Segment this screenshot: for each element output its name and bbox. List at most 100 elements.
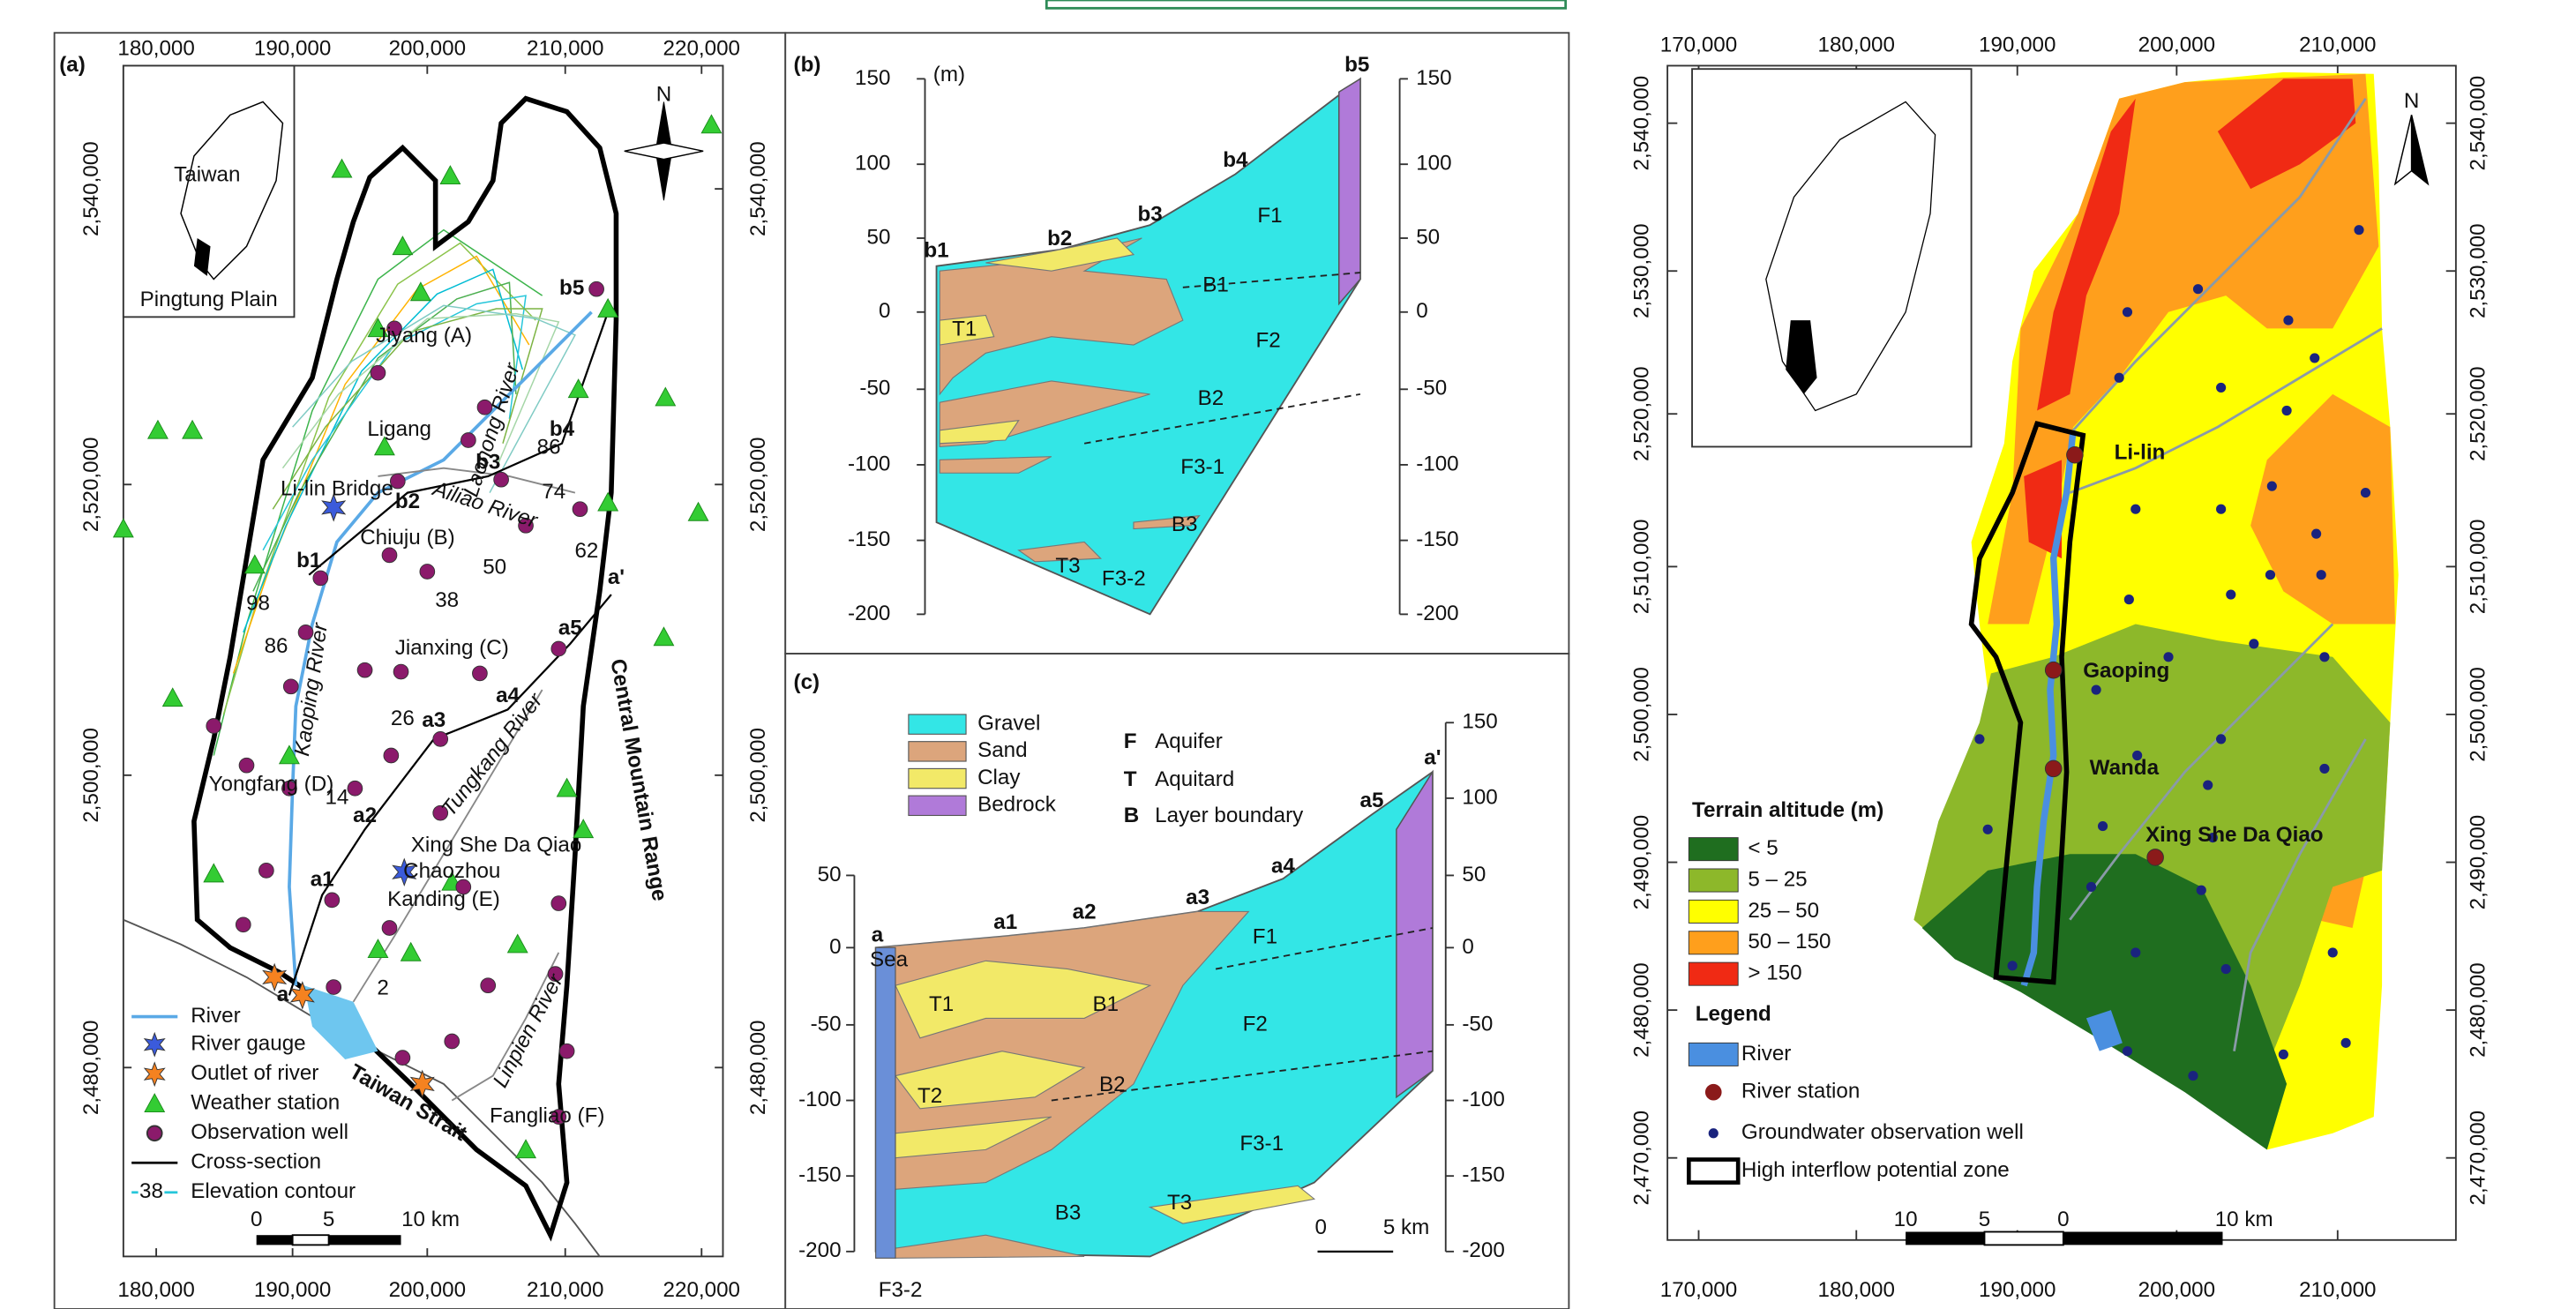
- legend-label: River gauge: [191, 1032, 305, 1056]
- panel-label: (b): [794, 53, 821, 77]
- x-tick-label: 190,000: [1979, 34, 2056, 57]
- figure: (a)180,000180,000190,000190,000200,00020…: [0, 0, 2576, 1309]
- x-tick-label: 210,000: [2299, 34, 2376, 57]
- groundwater-well: [2249, 639, 2258, 648]
- unit-label: T2: [917, 1084, 942, 1108]
- unit-label: B2: [1099, 1073, 1126, 1096]
- inset-label: Pingtung Plain: [140, 288, 278, 311]
- legend-label: Cross-section: [191, 1150, 321, 1174]
- y-tick-label: 50: [818, 863, 842, 886]
- section-point: a1: [993, 910, 1017, 934]
- y-tick-label: -50: [859, 377, 890, 400]
- x-tick-label: 200,000: [2138, 34, 2215, 57]
- section-point: a5: [558, 617, 582, 640]
- y-tick-label: 2,520,000: [2466, 366, 2490, 461]
- y-tick-label: 100: [1416, 152, 1451, 176]
- groundwater-well: [2123, 307, 2132, 317]
- y-tick-label: 150: [1416, 66, 1451, 90]
- observation-well: [420, 565, 435, 580]
- section-point: a': [1424, 746, 1441, 770]
- river-station: [2067, 446, 2084, 463]
- legend-well: [147, 1126, 162, 1141]
- y-tick-label: -50: [1462, 1012, 1493, 1036]
- legend-label: High interflow potential zone: [1741, 1158, 2010, 1182]
- place-label: Li-lin Bridge: [281, 476, 393, 500]
- observation-well: [283, 679, 298, 694]
- legend-label: River: [191, 1004, 240, 1028]
- unit-label: B3: [1055, 1201, 1082, 1224]
- section-point: b5: [559, 276, 584, 300]
- groundwater-well: [2008, 961, 2018, 970]
- legend-label: < 5: [1748, 836, 1778, 860]
- y-tick-label: 2,520,000: [1630, 366, 1654, 461]
- x-tick-label: 210,000: [2299, 1278, 2376, 1302]
- groundwater-well: [2086, 882, 2096, 892]
- unit-label: F1: [1257, 204, 1282, 228]
- section-point: b2: [1047, 227, 1072, 251]
- place-label: Yongfang (D): [209, 772, 334, 796]
- groundwater-well: [2341, 1038, 2351, 1048]
- y-tick-label: 2,490,000: [1630, 815, 1654, 910]
- x-tick-label: 180,000: [1818, 1278, 1895, 1302]
- y-tick-label: -150: [798, 1163, 841, 1187]
- legend-station: [1705, 1084, 1722, 1101]
- groundwater-well: [2216, 505, 2226, 514]
- unit-label: B1: [1093, 992, 1120, 1016]
- y-tick-label: -50: [1416, 377, 1447, 400]
- groundwater-well: [2098, 821, 2108, 831]
- groundwater-well: [2361, 488, 2370, 497]
- y-tick-label: 2,500,000: [746, 728, 770, 823]
- observation-well: [382, 548, 397, 563]
- unit-label: B2: [1198, 386, 1224, 410]
- section-point: a: [872, 924, 884, 947]
- legend-contour-label: 38: [139, 1179, 163, 1203]
- y-tick-label: 2,510,000: [1630, 520, 1654, 615]
- groundwater-well: [2311, 529, 2321, 539]
- y-tick-label: 2,530,000: [2466, 223, 2490, 318]
- unit-label: F3-1: [1180, 455, 1224, 479]
- section-point: a5: [1360, 789, 1384, 812]
- groundwater-well: [2115, 373, 2124, 383]
- north-label: N: [2404, 89, 2419, 113]
- figure-canvas: (a)180,000180,000190,000190,000200,00020…: [0, 0, 2576, 1309]
- y-tick-label: 2,510,000: [2466, 520, 2490, 615]
- y-tick-label: -100: [848, 452, 890, 475]
- y-tick-label: -150: [1462, 1163, 1504, 1187]
- section-point: b3: [476, 450, 500, 474]
- header-bar: [1046, 0, 1565, 8]
- section-point: a: [277, 983, 289, 1006]
- code-letter: T: [1124, 767, 1137, 791]
- legend-title: Legend: [1696, 1002, 1771, 1026]
- scale-label: 5: [323, 1208, 334, 1231]
- y-tick-label: 2,520,000: [746, 437, 770, 532]
- legend-label: Sand: [977, 738, 1028, 762]
- contour-label: 74: [542, 480, 565, 504]
- observation-well: [433, 732, 448, 747]
- station-label: Xing She Da Qiao: [2145, 823, 2324, 847]
- unit-label: T3: [1055, 554, 1080, 578]
- scale-bar: [1906, 1231, 1984, 1245]
- section-point: b1: [924, 238, 948, 262]
- section-point: a4: [496, 684, 520, 707]
- groundwater-well: [2188, 1071, 2198, 1081]
- legend-swatch: [1689, 962, 1738, 985]
- groundwater-well: [2130, 505, 2140, 514]
- y-tick-label: 2,470,000: [2466, 1111, 2490, 1206]
- legend-label: 25 – 50: [1748, 899, 1819, 923]
- x-tick-label: 200,000: [2138, 1278, 2215, 1302]
- y-tick-label: 2,540,000: [2466, 76, 2490, 171]
- contour-label: 98: [246, 592, 270, 616]
- panel-label: (a): [59, 53, 86, 77]
- groundwater-well: [2123, 1046, 2132, 1056]
- y-tick-label: 0: [1416, 299, 1427, 323]
- unit-label: F3-2: [879, 1278, 923, 1302]
- legend-label: Bedrock: [977, 793, 1057, 817]
- inset-label: Taiwan: [174, 163, 240, 187]
- observation-well: [371, 365, 386, 380]
- groundwater-well: [1983, 825, 1993, 834]
- observation-well: [551, 641, 566, 656]
- y-tick-label: 100: [1462, 785, 1497, 809]
- x-tick-label: 200,000: [389, 36, 466, 60]
- code-letter: F: [1124, 729, 1137, 753]
- observation-well: [395, 1051, 410, 1066]
